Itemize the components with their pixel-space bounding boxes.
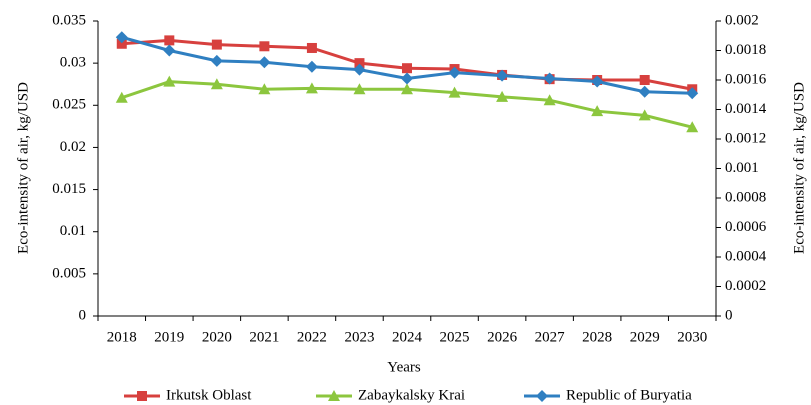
y-tick-label: 0 bbox=[79, 307, 87, 323]
point bbox=[164, 35, 175, 46]
y2-tick-label: 0 bbox=[725, 307, 733, 323]
point bbox=[402, 63, 412, 74]
point bbox=[305, 60, 318, 73]
y-tick-label: 0.03 bbox=[60, 55, 86, 71]
x-tick-label: 2023 bbox=[344, 329, 374, 345]
y2-tick-label: 0.001 bbox=[725, 160, 759, 176]
y2-tick-label: 0.0014 bbox=[725, 101, 767, 117]
y-tick-label: 0.015 bbox=[52, 181, 86, 197]
y2-tick-label: 0.0002 bbox=[725, 278, 766, 294]
y-tick-label: 0.02 bbox=[60, 139, 86, 155]
point bbox=[306, 42, 317, 53]
point bbox=[163, 75, 176, 87]
x-tick-label: 2028 bbox=[582, 329, 612, 345]
point bbox=[163, 44, 176, 57]
x-tick-label: 2026 bbox=[487, 329, 518, 345]
x-tick-label: 2030 bbox=[677, 329, 707, 345]
x-tick-label: 2029 bbox=[630, 329, 660, 345]
point bbox=[354, 58, 365, 69]
point bbox=[210, 54, 223, 67]
x-tick-label: 2022 bbox=[297, 329, 327, 345]
legend-marker bbox=[137, 391, 147, 401]
point bbox=[448, 66, 461, 79]
x-tick-label: 2025 bbox=[440, 329, 470, 345]
point bbox=[115, 91, 128, 103]
legend-marker bbox=[328, 390, 340, 401]
point bbox=[591, 105, 604, 117]
point bbox=[591, 75, 604, 88]
point bbox=[116, 38, 127, 49]
point bbox=[639, 75, 650, 85]
y2-tick-label: 0.0016 bbox=[725, 71, 767, 87]
y-tick-label: 0.01 bbox=[60, 223, 86, 239]
x-tick-label: 2021 bbox=[249, 329, 279, 345]
legend-label: Irkutsk Oblast bbox=[166, 387, 252, 403]
point bbox=[686, 121, 699, 133]
point bbox=[259, 41, 270, 52]
y-axis-label: Eco-intensity of air, kg/USD bbox=[15, 82, 31, 254]
y2-axis-label: Eco-intensity of air, kg/USD bbox=[791, 82, 807, 254]
x-tick-label: 2027 bbox=[535, 329, 566, 345]
point bbox=[543, 94, 556, 106]
point bbox=[496, 69, 509, 82]
y2-tick-label: 0.0012 bbox=[725, 130, 766, 146]
x-tick-label: 2019 bbox=[154, 329, 184, 345]
point bbox=[638, 85, 651, 98]
point bbox=[258, 83, 271, 95]
x-tick-label: 2024 bbox=[392, 329, 423, 345]
point bbox=[258, 56, 271, 69]
point bbox=[543, 72, 556, 85]
point bbox=[401, 72, 413, 85]
y2-tick-label: 0.0004 bbox=[725, 248, 767, 264]
point bbox=[211, 39, 222, 50]
x-tick-label: 2020 bbox=[202, 329, 232, 345]
point bbox=[401, 83, 413, 95]
y-tick-label: 0.025 bbox=[52, 97, 86, 113]
point bbox=[353, 63, 366, 76]
point bbox=[115, 31, 128, 44]
point bbox=[353, 83, 366, 95]
y2-tick-label: 0.002 bbox=[725, 12, 759, 28]
y2-tick-label: 0.0018 bbox=[725, 42, 766, 58]
y-tick-label: 0.035 bbox=[52, 12, 86, 28]
legend-marker bbox=[536, 390, 548, 402]
y2-tick-label: 0.0006 bbox=[725, 219, 767, 235]
x-tick-label: 2018 bbox=[107, 329, 137, 345]
y2-tick-label: 0.0008 bbox=[725, 189, 766, 205]
legend-label: Republic of Buryatia bbox=[566, 387, 692, 403]
point bbox=[496, 90, 509, 102]
legend-label: Zabaykalsky Krai bbox=[358, 387, 465, 403]
point bbox=[686, 87, 699, 100]
point bbox=[448, 86, 461, 98]
point bbox=[638, 109, 651, 121]
point bbox=[305, 82, 318, 94]
y-tick-label: 0.005 bbox=[52, 265, 86, 281]
x-axis-label: Years bbox=[387, 359, 421, 375]
point bbox=[210, 78, 223, 90]
